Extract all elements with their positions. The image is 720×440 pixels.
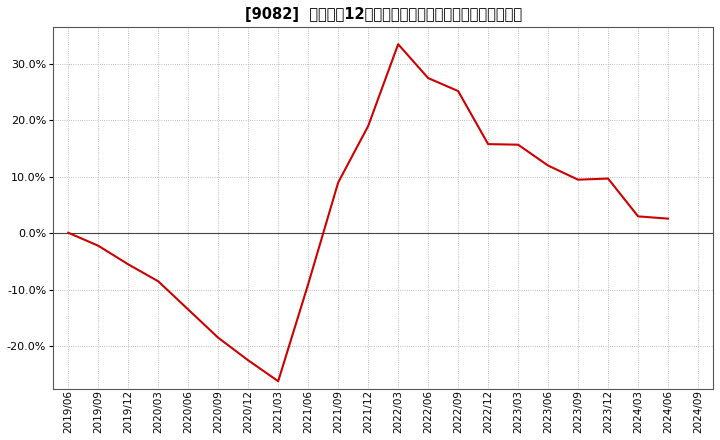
Title: [9082]  売上高の12か月移動合計の対前年同期増減率の推移: [9082] 売上高の12か月移動合計の対前年同期増減率の推移 <box>245 7 522 22</box>
